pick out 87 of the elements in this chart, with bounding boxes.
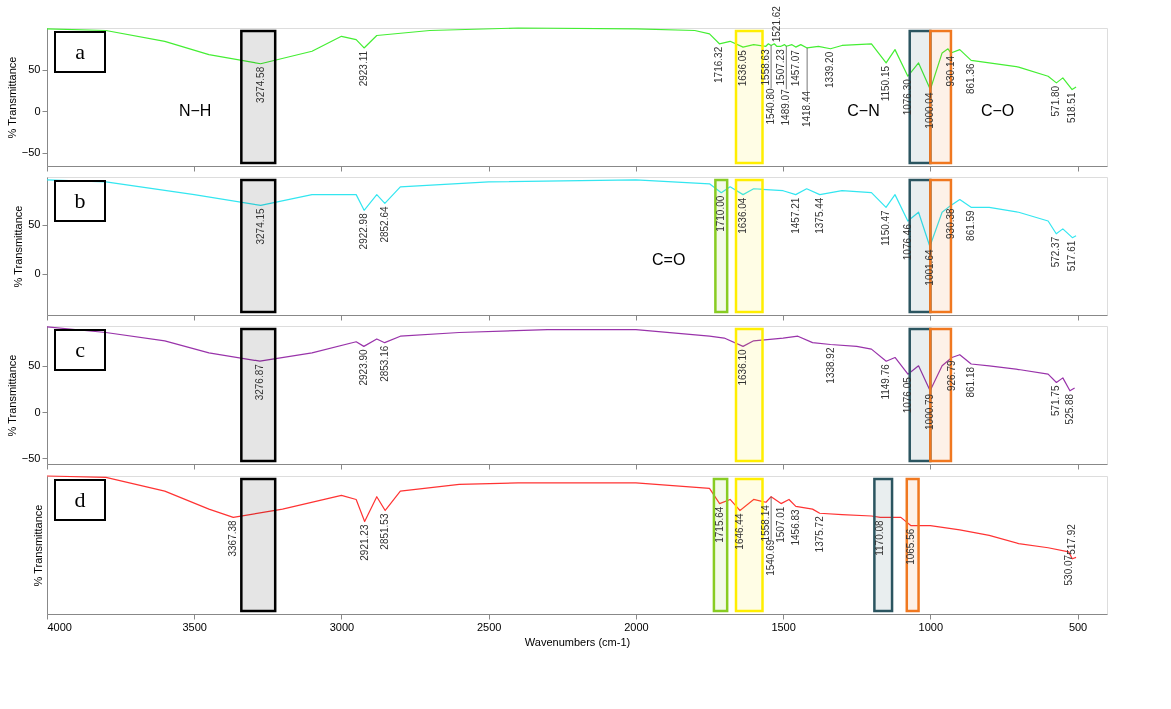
annotation: 1149.76 xyxy=(880,363,892,400)
annotation: 1507.23 xyxy=(774,48,786,86)
annotation: 2852.64 xyxy=(378,206,390,243)
annotation: 1076.30 xyxy=(901,78,913,116)
annotation: 571.75 xyxy=(1050,385,1062,417)
annotation: 861.18 xyxy=(965,366,977,398)
annotation: 1375.44 xyxy=(813,197,825,234)
annotation: 3276.87 xyxy=(253,363,265,401)
x-tick-label: 500 xyxy=(1068,620,1088,633)
annotation: 1456.83 xyxy=(789,508,801,546)
annotation: 930.14 xyxy=(944,55,956,87)
annotation: 525.88 xyxy=(1063,393,1075,425)
x-tick-label: 1500 xyxy=(771,620,796,633)
y-tick-label: 50 xyxy=(28,63,41,76)
x-tick-label: 1000 xyxy=(918,620,944,633)
annotation: 2921.23 xyxy=(358,524,370,561)
x-tick-label: 4000 xyxy=(47,620,72,633)
y-axis-title: % Transmittance xyxy=(5,56,18,139)
annotation: 1457.21 xyxy=(789,197,801,234)
annotation: 518.51 xyxy=(1066,92,1078,124)
annotation: 1000.04 xyxy=(924,92,936,129)
annotation: b xyxy=(74,188,86,213)
annotation: 571.80 xyxy=(1050,85,1062,117)
annotation: 3274.58 xyxy=(254,66,266,103)
annotation: 1338.92 xyxy=(824,347,836,384)
annotation: 1646.44 xyxy=(733,513,745,550)
annotation: 861.59 xyxy=(965,209,977,241)
annotation: 1710.00 xyxy=(715,195,727,232)
annotation: 572.37 xyxy=(1050,236,1062,268)
annotation: 2853.16 xyxy=(378,345,390,382)
annotation: 861.36 xyxy=(965,62,977,95)
annotation: 930.38 xyxy=(944,207,956,239)
band-label: N−H xyxy=(178,101,212,119)
annotation: a xyxy=(75,39,86,64)
annotation: 1521.62 xyxy=(770,5,782,43)
x-tick-label: 2000 xyxy=(624,620,649,633)
annotation: c xyxy=(75,337,86,362)
annotation: 2923.11 xyxy=(358,50,370,87)
y-tick-label: 50 xyxy=(28,218,41,231)
y-axis-title: % Transmittance xyxy=(12,205,25,288)
annotation: 1489.07 xyxy=(780,88,792,126)
y-tick-label: −50 xyxy=(21,146,41,159)
annotation: 517.92 xyxy=(1066,523,1078,555)
annotation: 530.07 xyxy=(1062,554,1074,586)
annotation: 1558.63 xyxy=(759,48,771,86)
annotation: 1457.07 xyxy=(789,49,801,87)
annotation: 1715.64 xyxy=(713,506,725,543)
annotation: 1065.56 xyxy=(905,528,917,565)
annotation: d xyxy=(74,487,86,512)
annotation: 2922.98 xyxy=(358,212,370,250)
annotation: 3367.38 xyxy=(227,519,239,557)
annotation: 1507.01 xyxy=(775,506,787,543)
annotation: 1000.79 xyxy=(924,393,936,430)
y-axis-title: % Transmittance xyxy=(31,504,44,587)
annotation: 1150.47 xyxy=(880,209,892,246)
y-axis-title: % Transmittance xyxy=(5,354,18,437)
band-label: C−O xyxy=(980,101,1015,119)
annotation: 1540.80 xyxy=(765,88,777,125)
y-tick-label: 0 xyxy=(34,405,41,418)
annotation: 1636.05 xyxy=(737,49,749,87)
annotation: 1418.44 xyxy=(801,90,813,128)
annotation: 1636.10 xyxy=(737,348,749,386)
y-tick-label: 0 xyxy=(34,104,41,117)
y-tick-label: 0 xyxy=(34,267,41,280)
annotation: 1636.04 xyxy=(737,197,749,234)
annotation: 1001.64 xyxy=(923,249,935,286)
annotation: 2851.53 xyxy=(379,513,391,550)
annotation: 1076.05 xyxy=(901,376,913,414)
annotation: 2923.90 xyxy=(357,348,369,386)
annotation: 3274.15 xyxy=(254,207,266,245)
annotation: 517.61 xyxy=(1066,240,1078,272)
annotation: 1540.69 xyxy=(765,539,777,576)
x-tick-label: 2500 xyxy=(476,620,502,633)
y-tick-label: 50 xyxy=(28,359,41,372)
x-tick-label: 3000 xyxy=(329,620,355,633)
annotation: 1076.46 xyxy=(901,223,913,261)
annotation: 926.79 xyxy=(945,360,957,392)
annotation: 1716.32 xyxy=(713,46,725,83)
band-label: C=O xyxy=(652,250,686,268)
band-label: C−N xyxy=(847,101,880,119)
annotation: 1339.20 xyxy=(824,51,836,88)
x-axis-title: Wavenumbers (cm-1) xyxy=(524,635,631,648)
annotation: 1170.08 xyxy=(874,519,886,556)
annotation: 1150.15 xyxy=(880,65,892,102)
y-tick-label: −50 xyxy=(21,451,41,464)
x-tick-label: 3500 xyxy=(182,620,207,633)
annotation: 1375.72 xyxy=(813,515,825,553)
